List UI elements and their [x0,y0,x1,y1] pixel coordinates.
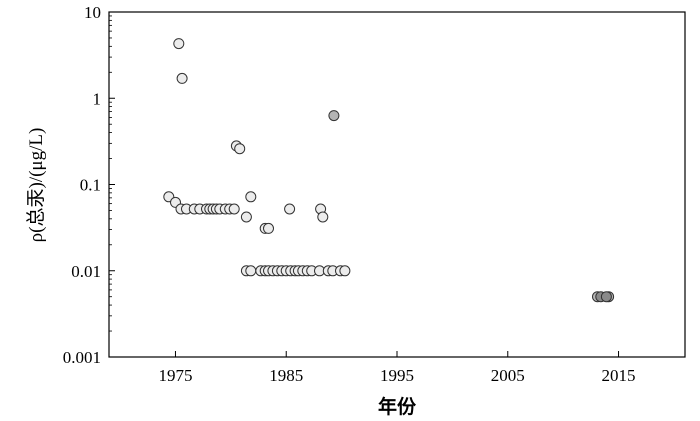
data-points [163,38,615,303]
y-axis-title: ρ(总汞)/(μg/L) [25,128,47,243]
data-point [173,38,185,50]
x-tick-label: 1995 [380,366,414,385]
y-tick-label: 0.001 [63,348,101,367]
data-point [339,265,351,277]
data-point [176,72,188,84]
axis-tick-labels: 1975 1985 1995 2005 2015 0.001 0.01 0.1 1 10 [63,3,636,385]
data-point [317,211,329,223]
axis-ticks [109,11,620,358]
x-tick-label: 1985 [269,366,303,385]
data-point [263,222,274,234]
data-point [328,110,340,122]
y-tick-label: 10 [84,3,101,22]
data-point [234,143,246,155]
y-tick-label: 1 [93,89,102,108]
y-tick-label: 0.1 [80,176,101,195]
plot-frame [108,11,686,358]
y-tick-label: 0.01 [71,262,101,281]
x-tick-label: 2005 [491,366,525,385]
data-point [245,265,257,277]
data-point [600,291,612,303]
data-point [284,203,296,215]
x-tick-label: 2015 [602,366,636,385]
x-axis-title: 年份 [378,395,417,418]
data-point [228,203,240,215]
data-point [245,191,257,203]
x-tick-label: 1975 [158,366,192,385]
data-point [240,211,252,223]
